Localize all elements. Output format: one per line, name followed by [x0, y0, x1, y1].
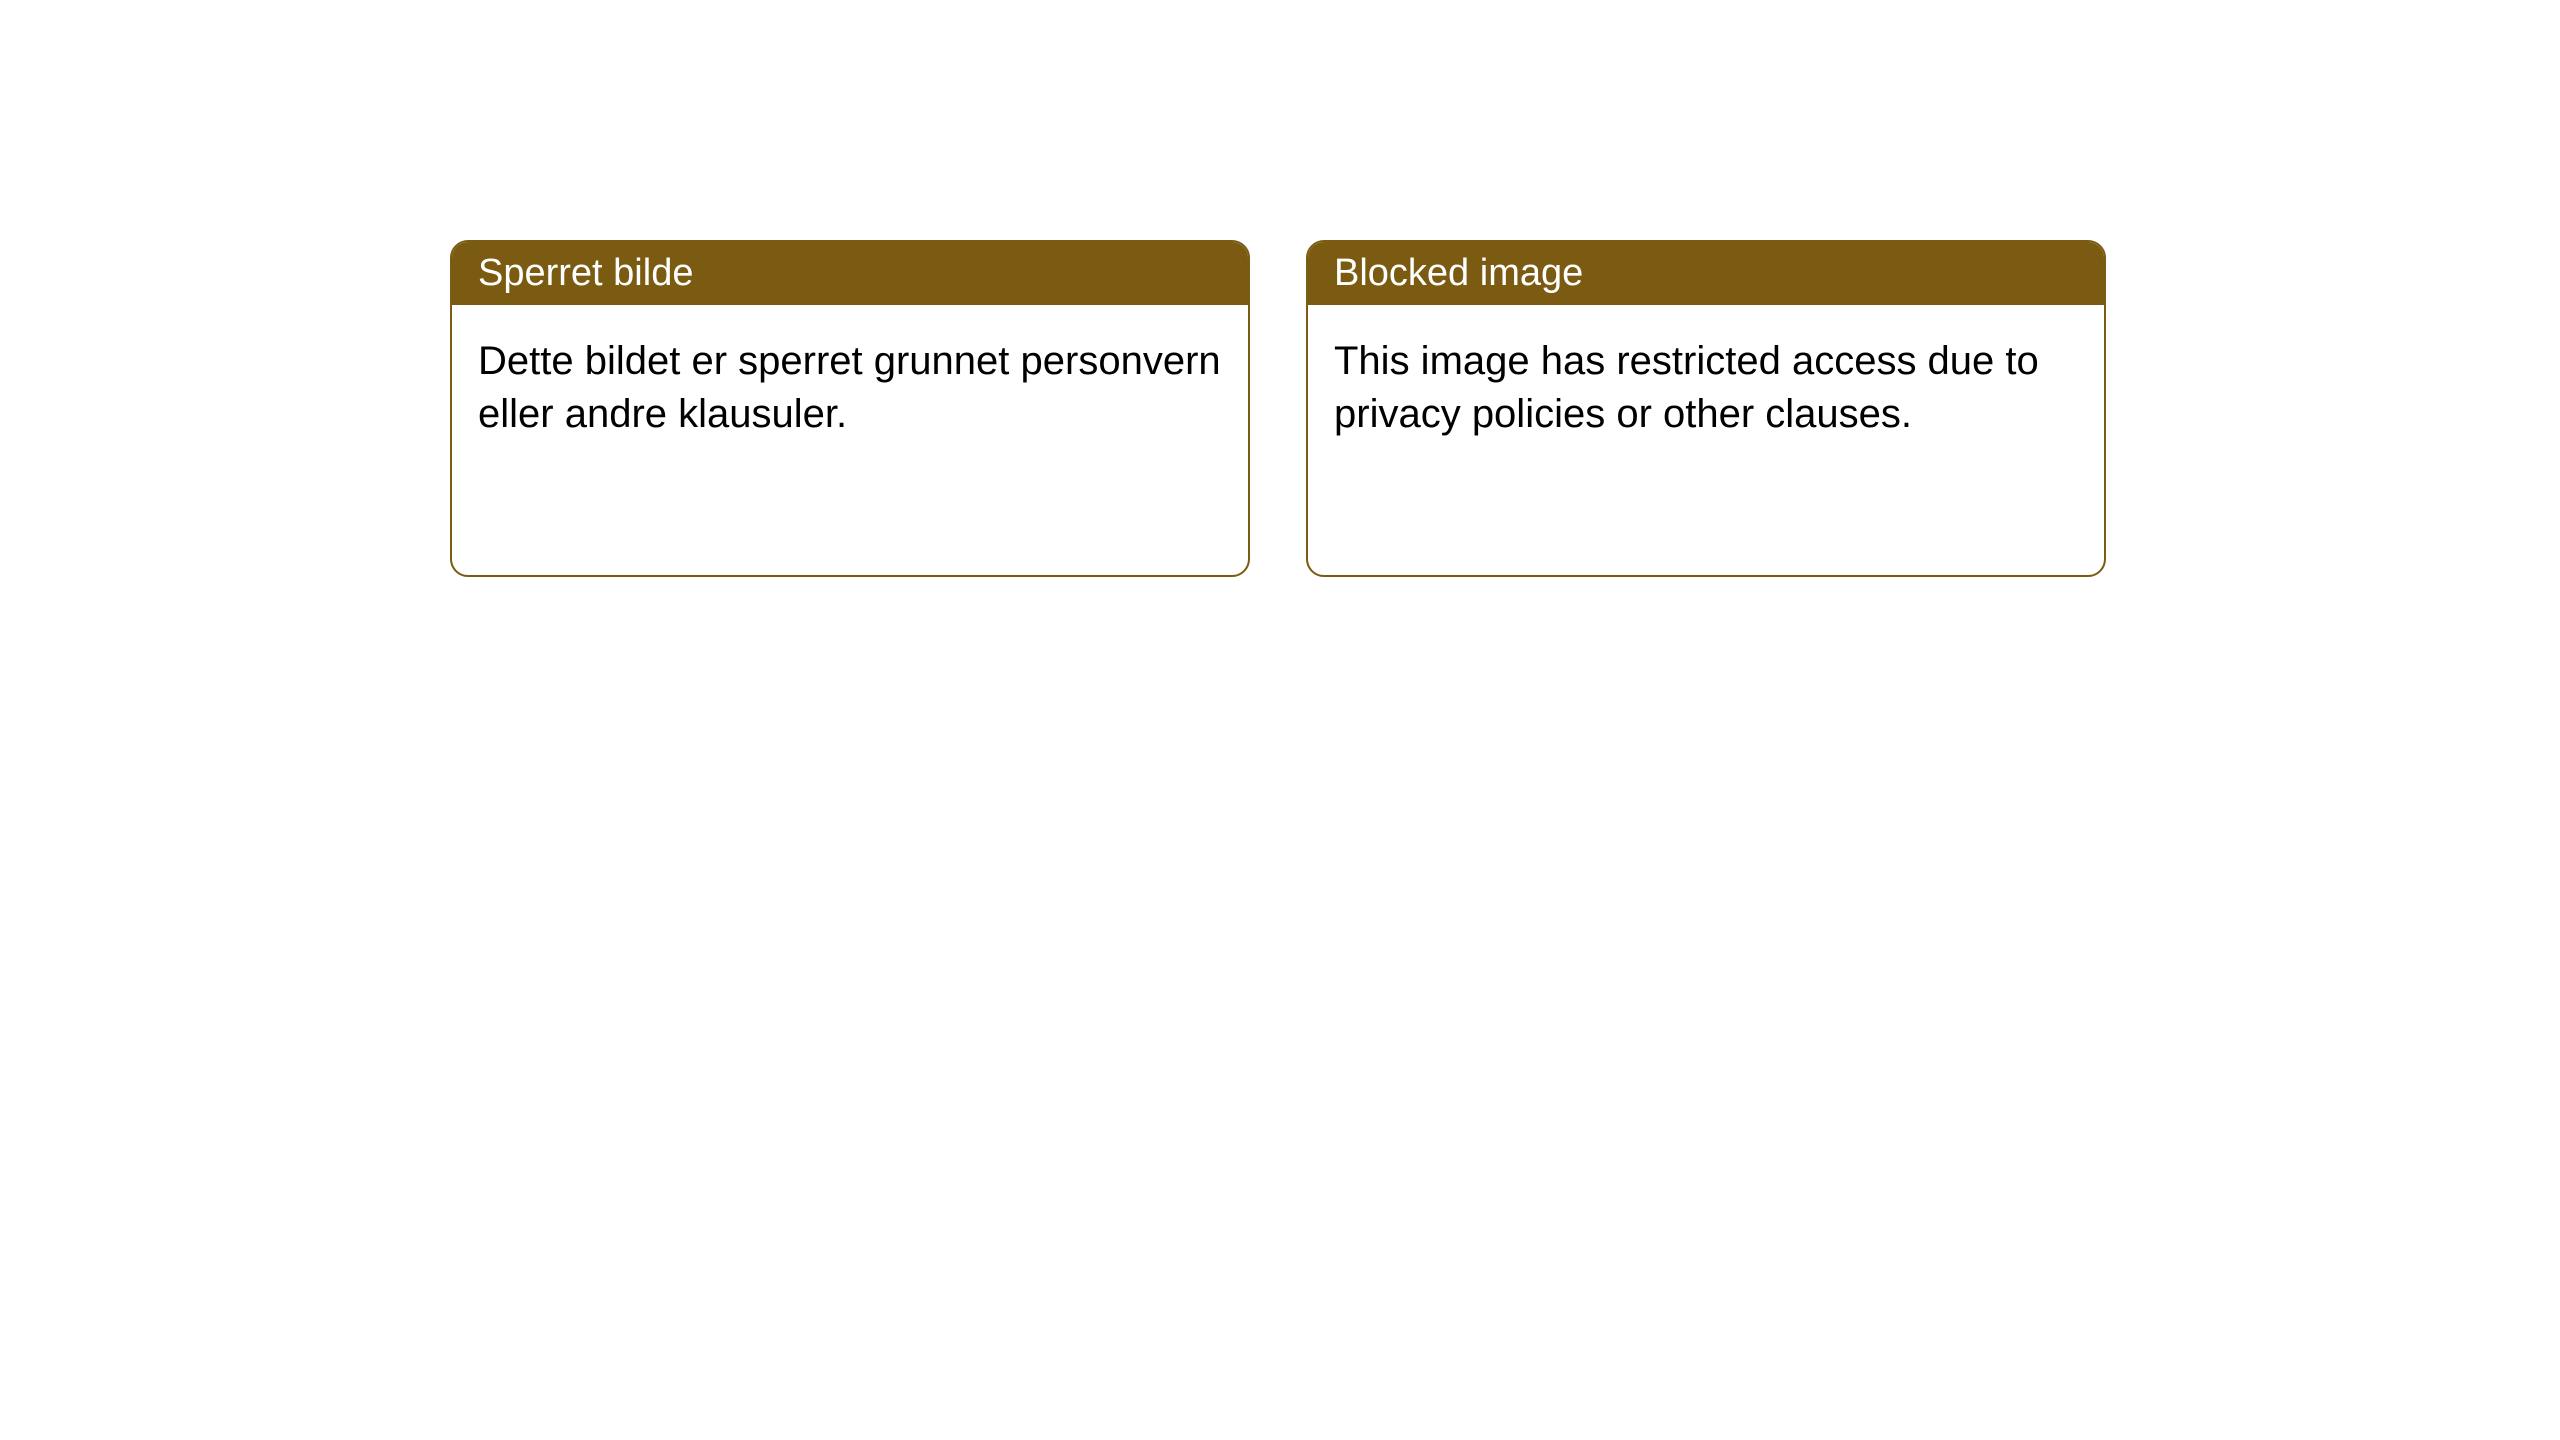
notice-card-english: Blocked image This image has restricted … [1306, 240, 2106, 577]
notice-card-header: Sperret bilde [452, 242, 1248, 305]
notice-card-message: This image has restricted access due to … [1334, 339, 2039, 436]
notice-card-header: Blocked image [1308, 242, 2104, 305]
notice-card-message: Dette bildet er sperret grunnet personve… [478, 339, 1221, 436]
notice-card-body: Dette bildet er sperret grunnet personve… [452, 305, 1248, 575]
notice-card-body: This image has restricted access due to … [1308, 305, 2104, 575]
notice-card-norwegian: Sperret bilde Dette bildet er sperret gr… [450, 240, 1250, 577]
notice-container: Sperret bilde Dette bildet er sperret gr… [450, 240, 2106, 577]
notice-card-title: Sperret bilde [478, 252, 693, 294]
notice-card-title: Blocked image [1334, 252, 1583, 294]
